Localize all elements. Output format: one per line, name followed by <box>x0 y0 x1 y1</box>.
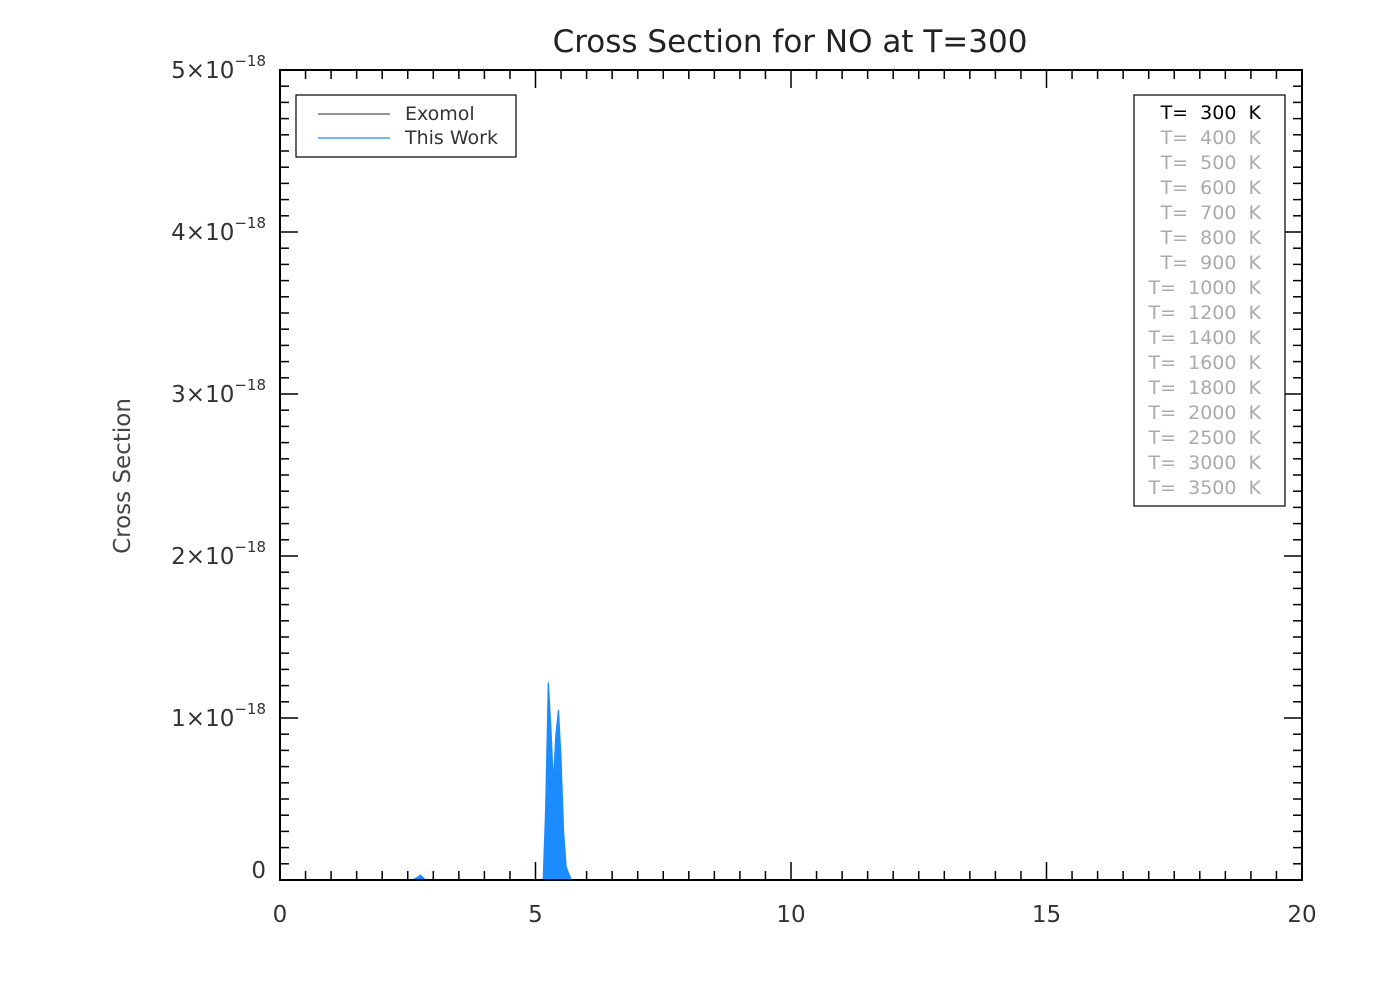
series-layer <box>280 682 1302 881</box>
y-tick-label: 2×10−18 <box>171 538 266 570</box>
series-this-work-area <box>280 682 1302 881</box>
x-tick-label: 0 <box>273 902 288 928</box>
y-tick-label: 3×10−18 <box>171 376 266 408</box>
temperature-legend-item: T= 1200 K <box>1148 302 1262 324</box>
y-tick-label: 4×10−18 <box>171 214 266 246</box>
temperature-legend-item: T= 2500 K <box>1148 427 1262 449</box>
temperature-legend: T= 300 K T= 400 K T= 500 K T= 600 K T= 700 K… <box>1133 94 1286 507</box>
temperature-legend-item: T= 3000 K <box>1148 452 1262 474</box>
series-legend-box <box>295 94 517 158</box>
temperature-legend-items: T= 300 K T= 400 K T= 500 K T= 600 K T= 700 K… <box>1148 102 1262 499</box>
temperature-legend-item: T= 3500 K <box>1148 477 1262 499</box>
y-tick-label: 5×10−18 <box>171 52 266 84</box>
temperature-legend-item: T= 900 K <box>1160 252 1262 274</box>
x-tick-labels: 0 5 10 15 20 <box>273 902 1317 928</box>
temperature-legend-item: T= 700 K <box>1160 202 1262 224</box>
x-tick-label: 5 <box>528 902 543 928</box>
temperature-legend-item: T= 800 K <box>1160 227 1262 249</box>
plot-frame <box>279 69 1303 881</box>
y-tick-label: 1×10−18 <box>171 700 266 732</box>
y-axis-label: Cross Section <box>110 398 136 554</box>
legend-label-this-work: This Work <box>404 127 498 149</box>
temperature-legend-item: T= 1000 K <box>1148 277 1262 299</box>
legend-label-exomol: Exomol <box>405 103 475 125</box>
temperature-legend-item: T= 400 K <box>1160 127 1262 149</box>
temperature-legend-box <box>1133 94 1286 507</box>
temperature-legend-item: T= 1600 K <box>1148 352 1262 374</box>
temperature-legend-item: T= 2000 K <box>1148 402 1262 424</box>
temperature-legend-item: T= 600 K <box>1160 177 1262 199</box>
y-tick-labels: 0 1×10−18 2×10−18 3×10−18 4×10−18 5×10−18 <box>171 52 266 884</box>
series-legend: Exomol This Work <box>295 94 517 158</box>
chart-title: Cross Section for NO at T=300 <box>553 24 1028 60</box>
x-tick-label: 10 <box>776 902 805 928</box>
temperature-legend-item: T= 300 K <box>1160 102 1262 124</box>
temperature-legend-item: T= 500 K <box>1160 152 1262 174</box>
temperature-legend-item: T= 1800 K <box>1148 377 1262 399</box>
y-tick-label: 0 <box>251 858 266 884</box>
x-tick-label: 20 <box>1287 902 1316 928</box>
temperature-legend-item: T= 1400 K <box>1148 327 1262 349</box>
x-tick-label: 15 <box>1032 902 1061 928</box>
